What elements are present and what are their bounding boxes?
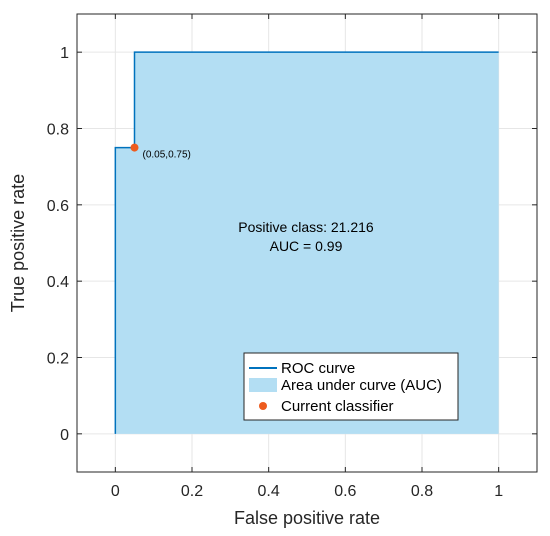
- x-tick-labels: 0 0.2 0.4 0.6 0.8 1: [111, 483, 503, 500]
- x-tick-label-4: 0.8: [411, 483, 433, 500]
- x-axis-title: False positive rate: [234, 508, 380, 528]
- x-tick-label-5: 1: [494, 483, 503, 500]
- y-tick-label-3: 0.6: [47, 198, 69, 215]
- x-tick-label-0: 0: [111, 483, 120, 500]
- current-classifier-marker: [130, 143, 139, 152]
- auc-area: [115, 52, 499, 434]
- legend-classifier-swatch: [259, 402, 267, 410]
- current-classifier-label: (0.05,0.75): [143, 150, 191, 161]
- x-tick-label-1: 0.2: [181, 483, 203, 500]
- y-axis-title: True positive rate: [8, 174, 28, 312]
- plot-frame: [76, 13, 538, 473]
- y-tick-label-4: 0.8: [47, 122, 69, 139]
- y-tick-label-2: 0.4: [47, 274, 69, 291]
- axis-ticks: [77, 14, 537, 472]
- auc-annotation: AUC = 0.99: [270, 238, 343, 254]
- x-tick-label-3: 0.6: [334, 483, 356, 500]
- y-tick-label-5: 1: [60, 45, 69, 62]
- positive-class-annotation: Positive class: 21.216: [238, 219, 374, 235]
- y-tick-label-1: 0.2: [47, 351, 69, 368]
- x-tick-label-2: 0.4: [258, 483, 280, 500]
- legend: ROC curve Area under curve (AUC) Current…: [243, 352, 459, 421]
- y-tick-label-0: 0: [60, 427, 69, 444]
- legend-classifier-label: Current classifier: [281, 398, 394, 415]
- legend-auc-label: Area under curve (AUC): [281, 377, 442, 394]
- legend-box: [243, 352, 459, 421]
- legend-roc-label: ROC curve: [281, 360, 355, 377]
- legend-auc-swatch: [249, 378, 277, 392]
- y-tick-labels: 0 0.2 0.4 0.6 0.8 1: [47, 45, 69, 444]
